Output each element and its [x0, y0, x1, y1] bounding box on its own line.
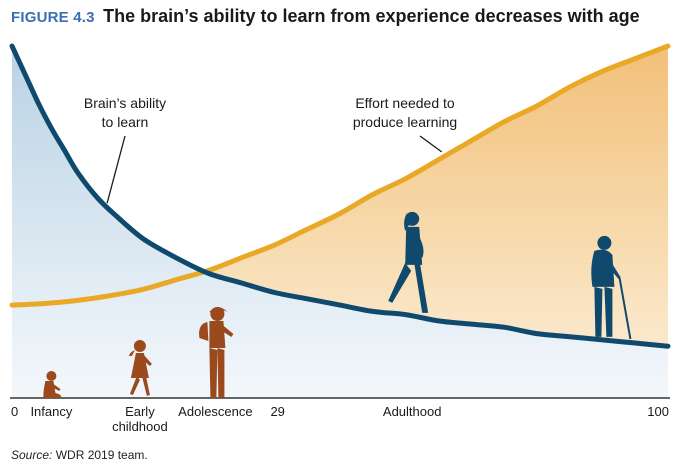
source-prefix: Source: [11, 448, 53, 462]
x-tick-label: Adulthood [383, 404, 442, 419]
figure-infancy [43, 371, 62, 398]
brain-series-label-line-1: Brain’s ability [84, 95, 166, 111]
figure-heading: The brain’s ability to learn from experi… [103, 6, 640, 26]
x-tick-label: 29 [270, 404, 284, 419]
figure-label: FIGURE 4.3 [11, 9, 95, 26]
learning-age-chart: Brain’s ability to learn Effort needed t… [9, 43, 671, 434]
x-tick-label: Adolescence [178, 404, 252, 419]
figure-adolescence [199, 307, 234, 398]
brain-curve [9, 43, 671, 349]
brain-label-leader [106, 135, 126, 204]
x-tick-label: Infancy [30, 404, 72, 419]
x-tick-label: 100 [647, 404, 669, 419]
source-note: Source: WDR 2019 team. [11, 448, 148, 462]
x-tick-label: childhood [112, 419, 168, 434]
x-tick-label: 0 [11, 404, 18, 419]
figure-adulthood [388, 211, 429, 313]
effort-series-label-line-2: produce learning [353, 114, 457, 130]
figure-old-age [591, 235, 632, 340]
effort-curve [9, 43, 671, 308]
x-tick-label: Early [125, 404, 155, 419]
brain-series-label-line-2: to learn [102, 114, 149, 130]
figure-title: FIGURE 4.3 The brain’s ability to learn … [11, 6, 640, 30]
brain-area [12, 46, 668, 398]
effort-label-leader [419, 135, 443, 153]
source-text: WDR 2019 team. [55, 448, 148, 462]
figure-early-childhood [128, 340, 152, 396]
effort-series-label-line-1: Effort needed to [355, 95, 455, 111]
